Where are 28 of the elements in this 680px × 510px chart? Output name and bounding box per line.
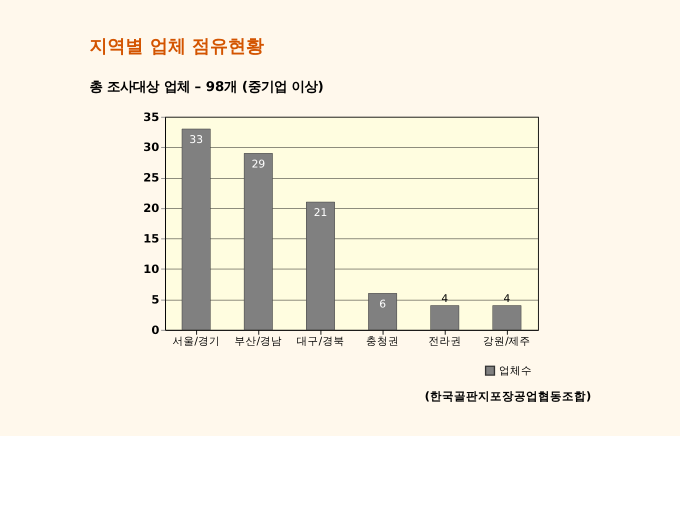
y-tick-label: 0 — [151, 322, 160, 337]
x-tick-label: 서울/경기 — [172, 334, 220, 348]
y-tick-label: 10 — [143, 262, 160, 276]
bar — [244, 153, 273, 330]
x-tick-label: 부산/경남 — [234, 334, 282, 348]
x-tick-label: 충청권 — [366, 334, 400, 348]
x-tick-label: 강원/제주 — [483, 334, 531, 348]
y-tick-label: 25 — [143, 170, 160, 185]
text: (한국골판지포장공업협동조합) — [424, 388, 592, 403]
bar — [492, 305, 522, 330]
legend-label: 업체수 — [498, 364, 532, 378]
bar — [182, 128, 211, 330]
data-label: 29 — [252, 158, 266, 171]
x-tick-label: 전라권 — [428, 334, 462, 348]
y-tick-label: 5 — [151, 292, 160, 306]
bar — [430, 305, 460, 330]
data-label: 33 — [189, 133, 203, 146]
data-label: 21 — [314, 206, 328, 220]
chart-title: 지역별 업체 점유현황 — [90, 36, 264, 57]
bar — [306, 202, 335, 330]
y-tick-label: 20 — [143, 201, 160, 216]
chart-subtitle: 총 조사대상 업체 – 98개 (중기업 이상) — [90, 80, 324, 96]
x-tick-label: 대구/경북 — [296, 334, 344, 348]
y-tick-label: 30 — [143, 140, 160, 154]
y-tick-label: 35 — [143, 110, 160, 124]
y-tick-label: 15 — [143, 232, 160, 246]
data-label: 6 — [379, 298, 386, 311]
bar — [368, 293, 398, 330]
